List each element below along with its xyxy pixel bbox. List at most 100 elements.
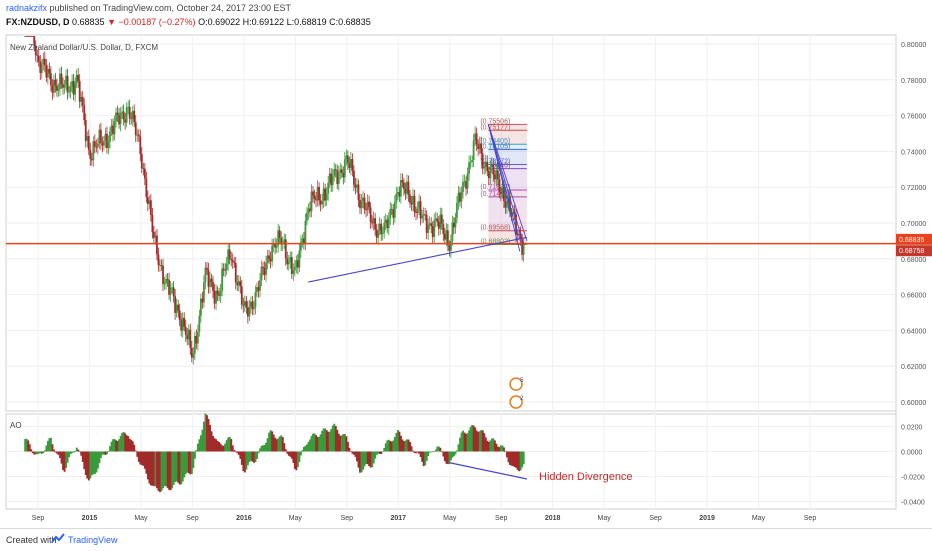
ao-bar [375,451,378,455]
ao-bar [501,445,504,452]
ao-bar [60,451,63,464]
publish-info: radnakzifx published on TradingView.com,… [6,3,291,14]
ao-bar [62,451,65,471]
candle-body [237,281,240,286]
ao-bar [263,444,266,452]
ao-bar [65,451,68,469]
candle-body [437,221,440,229]
fan-line[interactable] [487,124,525,245]
ao-bar [227,437,230,452]
fan-line[interactable] [487,124,528,242]
ao-bar [243,451,246,473]
chart-canvas[interactable]: (0.75506)(0.75177)(0.74405)(0.74105)(0.7… [0,0,932,528]
ao-bar [236,451,239,454]
candle-body [399,180,402,197]
ao-bar [478,431,481,452]
ao-bar [392,440,395,452]
price-tick-label: 0.70000 [901,221,926,228]
candle-body [34,45,37,56]
candle-body [239,281,242,287]
ao-bar [101,451,104,455]
ao-bar [184,451,187,474]
ao-bar [259,448,261,452]
candle-body [259,280,261,291]
ao-bar [384,443,387,452]
candle-body [193,335,196,354]
ao-bar [419,451,422,457]
candle-body [74,83,77,95]
ao-bar [257,451,260,454]
ao-bar [212,435,215,452]
ao-bar [289,451,292,457]
rising-trendline[interactable] [308,236,528,283]
candle-body [448,244,451,251]
candle-body [298,250,301,268]
candle-body [433,220,436,238]
ao-bar [156,451,158,489]
candle-body [198,315,201,332]
event-marker-icon[interactable] [509,377,523,391]
candle-body [33,36,36,46]
ao-bar [157,451,160,491]
ao-bar [122,432,125,452]
candle-body [521,239,523,255]
ao-bar [86,451,89,479]
candle-body [333,169,336,176]
candle-body [378,223,381,231]
author-link[interactable]: radnakzifx [6,3,48,13]
ao-bar [345,436,348,452]
ao-bar [171,451,174,489]
ao-bar [228,436,231,452]
candle-body [296,260,299,268]
candle-body [72,80,75,95]
candle-body [366,201,369,211]
ao-bar [246,451,249,466]
candle-body [283,239,286,244]
candle-body [442,224,445,235]
candle-body [133,111,136,123]
candle-body [54,79,57,86]
price-tick-label: 0.62000 [901,364,926,371]
event-marker-icon[interactable] [509,395,523,409]
candle-body [446,230,449,245]
candle-body [387,218,390,229]
candle-body [357,184,360,200]
candle-body [156,235,158,255]
candle-body [95,146,98,148]
ao-divergence-line[interactable] [449,462,528,480]
drawings[interactable]: 52 [6,124,896,480]
candle-body [371,222,373,224]
ao-bar [133,444,136,452]
candle-body [104,133,107,141]
ao-bar [480,429,483,452]
candle-body [234,263,237,283]
candle-body [109,131,111,142]
ao-bar [381,451,384,453]
ao-bar [43,450,46,452]
ao-bar [63,451,66,472]
time-tick-label: May [752,515,766,522]
candle-body [274,243,277,248]
ao-bar [310,436,313,452]
candle-body [501,187,504,195]
ao-bar [36,451,39,455]
ao-bar [368,451,371,466]
ao-bar [348,447,351,452]
fan-line[interactable] [487,124,519,236]
candle-body [206,267,208,270]
ao-bar [301,450,304,452]
ao-bar [413,451,416,454]
fib-level-label: (0.69568) [480,225,510,232]
ao-bar [33,451,36,455]
candle-body [495,170,498,180]
candle-body [436,218,439,222]
ao-bar [59,451,61,459]
candle-body [131,111,134,119]
fib-zone [488,130,527,145]
ao-bar [98,451,101,464]
tradingview-brand-link[interactable]: TradingView [68,535,118,545]
candle-body [177,304,180,311]
candle-body [269,258,272,262]
ao-bar [84,451,87,475]
candle-body [243,301,246,306]
